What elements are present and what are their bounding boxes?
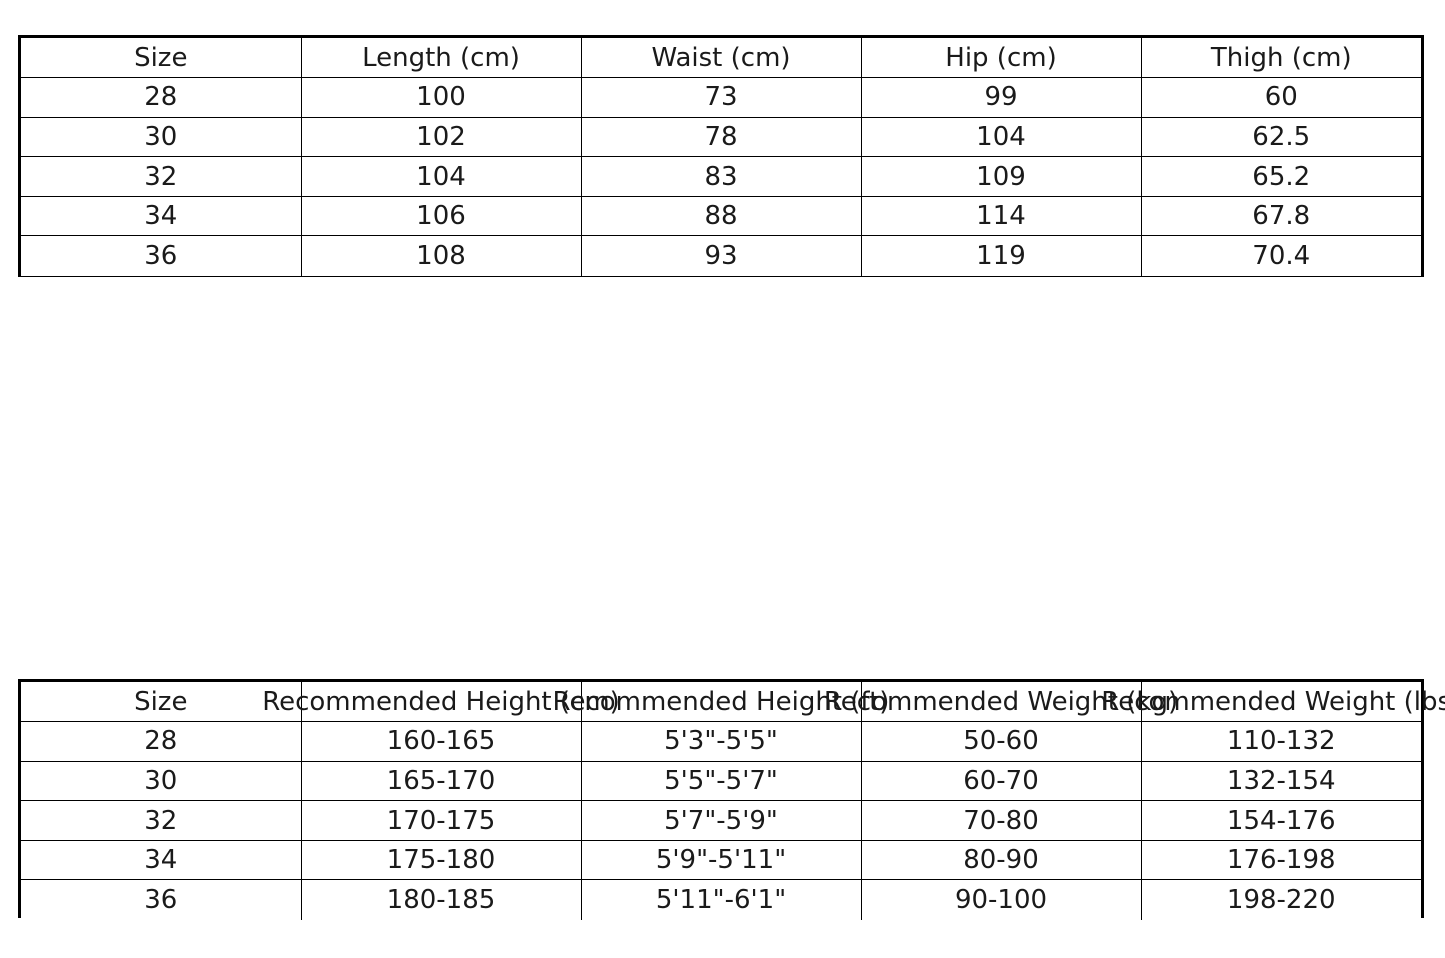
- cell-length: 104: [300, 156, 582, 197]
- cell-thigh: 67.8: [1140, 195, 1421, 237]
- table-row: 28 160-165 5'3"-5'5" 50-60 110-132: [21, 721, 1421, 762]
- cell-waist: 93: [580, 235, 862, 276]
- cell-size: 34: [21, 195, 302, 237]
- cell-size: 32: [21, 800, 302, 841]
- cell-weight-kg: 70-80: [860, 800, 1142, 841]
- cell-hip: 114: [860, 195, 1142, 237]
- cell-waist: 83: [580, 156, 862, 197]
- cell-length: 102: [300, 116, 582, 158]
- table-row: 36 108 93 119 70.4: [21, 235, 1421, 276]
- cell-waist: 88: [580, 195, 862, 237]
- cell-weight-lbs: 132-154: [1140, 760, 1421, 802]
- cell-size: 36: [21, 235, 302, 276]
- cell-height-cm: 170-175: [300, 800, 582, 841]
- cell-weight-lbs: 198-220: [1140, 879, 1421, 920]
- cell-weight-lbs: 154-176: [1140, 800, 1421, 841]
- table-row: 30 102 78 104 62.5: [21, 116, 1421, 158]
- table-header-row: Size Recommended Height (cm) Recommended…: [21, 682, 1445, 723]
- column-header-height-cm-label: Recommended Height (cm): [262, 686, 620, 717]
- cell-hip: 104: [860, 116, 1142, 158]
- cell-length: 108: [300, 235, 582, 276]
- cell-thigh: 62.5: [1140, 116, 1421, 158]
- table-row: 32 170-175 5'7"-5'9" 70-80 154-176: [21, 800, 1421, 841]
- cell-length: 100: [300, 77, 582, 118]
- cell-thigh: 60: [1140, 77, 1421, 118]
- cell-thigh: 70.4: [1140, 235, 1421, 276]
- cell-size: 28: [21, 721, 302, 762]
- cell-length: 106: [300, 195, 582, 237]
- cell-size: 34: [21, 839, 302, 881]
- cell-hip: 119: [860, 235, 1142, 276]
- cell-height-ft: 5'3"-5'5": [580, 721, 862, 762]
- cell-height-cm: 165-170: [300, 760, 582, 802]
- garment-measurements-grid: Size Length (cm) Waist (cm) Hip (cm) Thi…: [21, 38, 1421, 276]
- column-header-size: Size: [21, 38, 302, 79]
- column-header-size-label: Size: [134, 686, 188, 717]
- column-header-length: Length (cm): [300, 38, 582, 79]
- cell-weight-lbs: 110-132: [1140, 721, 1421, 762]
- cell-size: 30: [21, 760, 302, 802]
- garment-measurements-table: Size Length (cm) Waist (cm) Hip (cm) Thi…: [18, 35, 1424, 277]
- cell-weight-kg: 90-100: [860, 879, 1142, 920]
- cell-hip: 109: [860, 156, 1142, 197]
- cell-height-ft: 5'9"-5'11": [580, 839, 862, 881]
- column-header-height-ft: Recommended Height (ft): [553, 682, 889, 723]
- column-header-height-cm: Recommended Height (cm): [262, 682, 620, 723]
- column-header-weight-kg-label: Recommended Weight (kg): [823, 686, 1179, 717]
- cell-height-cm: 180-185: [300, 879, 582, 920]
- fit-recommendations-table: Size Recommended Height (cm) Recommended…: [18, 679, 1445, 920]
- cell-thigh: 65.2: [1140, 156, 1421, 197]
- column-header-hip: Hip (cm): [860, 38, 1142, 79]
- cell-height-ft: 5'5"-5'7": [580, 760, 862, 802]
- cell-height-ft: 5'7"-5'9": [580, 800, 862, 841]
- fit-recommendations-grid: Size Recommended Height (cm) Recommended…: [21, 682, 1445, 920]
- column-header-weight-lbs-label: Recommended Weight (lbs): [1101, 686, 1445, 717]
- cell-waist: 78: [580, 116, 862, 158]
- column-header-size: Size: [21, 682, 302, 723]
- table-row: 28 100 73 99 60: [21, 77, 1421, 118]
- column-header-weight-lbs: Recommended Weight (lbs): [1101, 682, 1445, 723]
- table-row: 32 104 83 109 65.2: [21, 156, 1421, 197]
- cell-weight-kg: 60-70: [860, 760, 1142, 802]
- cell-hip: 99: [860, 77, 1142, 118]
- cell-weight-kg: 80-90: [860, 839, 1142, 881]
- column-header-waist: Waist (cm): [580, 38, 862, 79]
- table-row: 34 175-180 5'9"-5'11" 80-90 176-198: [21, 839, 1421, 881]
- cell-size: 36: [21, 879, 302, 920]
- cell-weight-kg: 50-60: [860, 721, 1142, 762]
- cell-weight-lbs: 176-198: [1140, 839, 1421, 881]
- cell-size: 30: [21, 116, 302, 158]
- column-header-height-ft-label: Recommended Height (ft): [552, 686, 890, 717]
- table-row: 30 165-170 5'5"-5'7" 60-70 132-154: [21, 760, 1421, 802]
- table-row: 34 106 88 114 67.8: [21, 195, 1421, 237]
- column-header-thigh: Thigh (cm): [1140, 38, 1421, 79]
- table-header-row: Size Length (cm) Waist (cm) Hip (cm) Thi…: [21, 38, 1421, 79]
- cell-height-cm: 160-165: [300, 721, 582, 762]
- cell-size: 32: [21, 156, 302, 197]
- cell-waist: 73: [580, 77, 862, 118]
- cell-height-ft: 5'11"-6'1": [580, 879, 862, 920]
- cell-size: 28: [21, 77, 302, 118]
- column-header-weight-kg: Recommended Weight (kg): [824, 682, 1178, 723]
- cell-height-cm: 175-180: [300, 839, 582, 881]
- table-row: 36 180-185 5'11"-6'1" 90-100 198-220: [21, 879, 1421, 920]
